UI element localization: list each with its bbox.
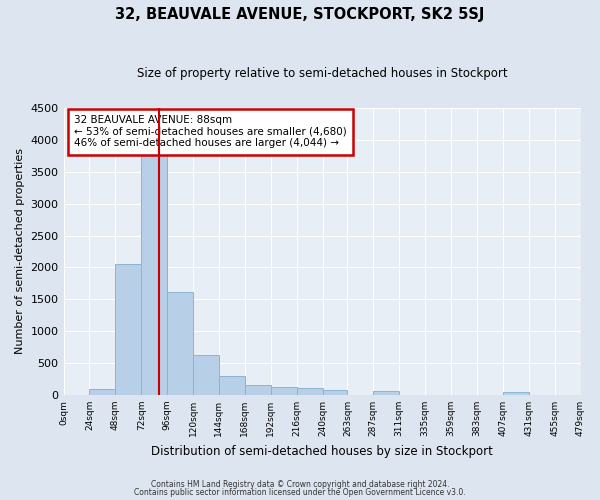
Bar: [141, 155, 167, 395]
Bar: [503, 392, 529, 395]
Bar: [323, 390, 347, 395]
Bar: [219, 376, 245, 395]
Bar: [271, 388, 296, 395]
Text: 32, BEAUVALE AVENUE, STOCKPORT, SK2 5SJ: 32, BEAUVALE AVENUE, STOCKPORT, SK2 5SJ: [115, 8, 485, 22]
Bar: [373, 391, 399, 395]
Text: Contains public sector information licensed under the Open Government Licence v3: Contains public sector information licen…: [134, 488, 466, 497]
Bar: [296, 388, 323, 395]
Title: Size of property relative to semi-detached houses in Stockport: Size of property relative to semi-detach…: [137, 68, 508, 80]
X-axis label: Distribution of semi-detached houses by size in Stockport: Distribution of semi-detached houses by …: [151, 444, 493, 458]
Bar: [193, 355, 219, 395]
Bar: [115, 264, 141, 395]
Bar: [167, 292, 193, 395]
Bar: [89, 388, 115, 395]
Y-axis label: Number of semi-detached properties: Number of semi-detached properties: [15, 148, 25, 354]
Text: Contains HM Land Registry data © Crown copyright and database right 2024.: Contains HM Land Registry data © Crown c…: [151, 480, 449, 489]
Bar: [245, 384, 271, 395]
Text: 32 BEAUVALE AVENUE: 88sqm
← 53% of semi-detached houses are smaller (4,680)
46% : 32 BEAUVALE AVENUE: 88sqm ← 53% of semi-…: [74, 115, 347, 148]
